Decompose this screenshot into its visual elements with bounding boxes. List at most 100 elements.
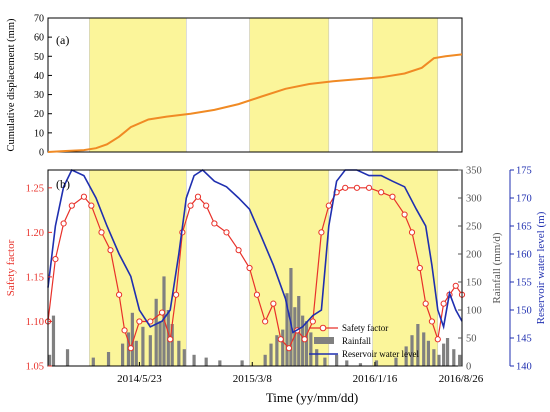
panel-a-label: (a) [56,33,69,47]
rainfall-bar [130,312,134,366]
water-level-axis-label: Reservoir water level (m) [535,211,547,324]
rainfall-axis-label: Rainfall (mm/d) [491,232,503,304]
y-tick-label: 30 [34,90,44,101]
wl-tick-label: 170 [516,194,532,205]
safety-factor-point [440,300,447,307]
rain-tick-label: 350 [466,166,482,177]
rainfall-bar [170,324,174,366]
safety-factor-point [318,229,325,236]
y-tick-label: 40 [34,71,44,82]
rainfall-bar [289,268,293,366]
rainfall-bar [218,360,222,366]
safety-factor-point [98,229,105,236]
panel-a-plot-area [47,17,463,153]
legend-label-safety-factor: Safety factor [342,323,388,333]
time-axis: 2014/5/23 2015/3/8 2016/1/16 2016/8/26 [117,362,484,385]
highlight-band [249,169,330,367]
safety-factor-point [60,220,67,227]
rainfall-bar [91,357,95,366]
rainfall-bar [422,332,426,366]
safety-factor-point [262,318,269,325]
safety-factor-axis-label: Safety factor [5,239,17,296]
safety-factor-point [401,211,408,218]
safety-factor-point [285,345,293,352]
rainfall-bar [315,349,319,366]
safety-factor-point [309,318,316,325]
rainfall-bar [309,332,313,366]
safety-factor-point [127,345,134,352]
safety-factor-point [353,184,361,191]
rainfall-bar [285,293,289,366]
rainfall-bar [452,349,456,366]
rainfall-bar [120,343,125,366]
rainfall-bar [410,335,414,366]
panel-b-plot-area [47,169,463,367]
rain-tick-label: 50 [466,334,477,345]
rainfall-bar [263,354,267,366]
rainfall-bar [204,357,208,366]
safety-factor-point [121,327,128,334]
safety-factor-point [428,318,436,325]
wl-tick-label: 160 [516,250,532,261]
rain-tick-label: 100 [466,306,482,317]
legend-label-water-level: Reservoir water level [342,349,419,359]
sf-tick-label: 1.05 [26,362,44,373]
highlight-band [372,17,439,153]
rainfall-bar [148,335,152,366]
safety-factor-point [246,264,253,272]
safety-factor-point [158,309,166,316]
safety-factor-point [270,300,277,307]
rainfall-bar [281,329,285,366]
rainfall-bar [162,276,166,366]
wl-tick-label: 145 [516,334,532,345]
rain-tick-label: 200 [466,250,482,261]
rain-tick-label: 150 [466,278,482,289]
sf-tick-label: 1.20 [26,228,44,239]
safety-factor-point [452,282,459,289]
safety-factor-point [416,264,423,272]
legend-marker-safety-factor [319,324,327,332]
rainfall-bar [192,354,196,366]
safety-factor-point [68,202,75,209]
safety-factor-line [47,187,463,351]
x-tick-label: 2016/1/16 [353,373,398,385]
safety-factor-point [378,189,385,196]
rainfall-bar [442,343,446,366]
safety-factor-axis: 1.05 1.10 1.15 1.20 1.25 [26,183,52,373]
rainfall-bar [374,360,379,366]
rainfall-bar [458,354,462,366]
rainfall-bar [416,324,420,366]
safety-factor-point [408,229,416,236]
rainfall-bar [65,349,70,366]
legend-item-safety-factor: Safety factor [309,323,388,333]
sf-tick-label: 1.10 [26,317,44,328]
displacement-line [47,53,463,153]
rain-tick-label: 250 [466,222,482,233]
highlight-band [249,17,330,153]
safety-factor-point [422,300,429,307]
x-tick-label: 2016/8/26 [439,373,484,385]
rainfall-bar [432,349,436,366]
safety-factor-markers [44,184,466,352]
safety-factor-point [389,193,396,200]
rainfall-bar [304,321,309,366]
safety-factor-point [80,193,88,200]
safety-factor-point [325,202,332,209]
y-tick-label: 60 [34,33,44,44]
sf-tick-label: 1.15 [26,272,44,283]
y-tick-label: 50 [34,52,44,63]
rainfall-bar [335,354,339,366]
rainfall-bar [275,335,279,366]
rainfall-bar [177,340,181,366]
wl-tick-label: 155 [516,278,532,289]
rainfall-bar [106,352,111,366]
highlight-band [89,17,187,153]
rainfall-bar [269,343,273,366]
safety-factor-point [253,291,261,298]
water-level-line [47,168,463,334]
safety-factor-point [223,229,230,236]
safety-factor-point [342,184,349,191]
legend-swatch-rainfall [314,337,334,344]
safety-factor-point [434,336,441,343]
